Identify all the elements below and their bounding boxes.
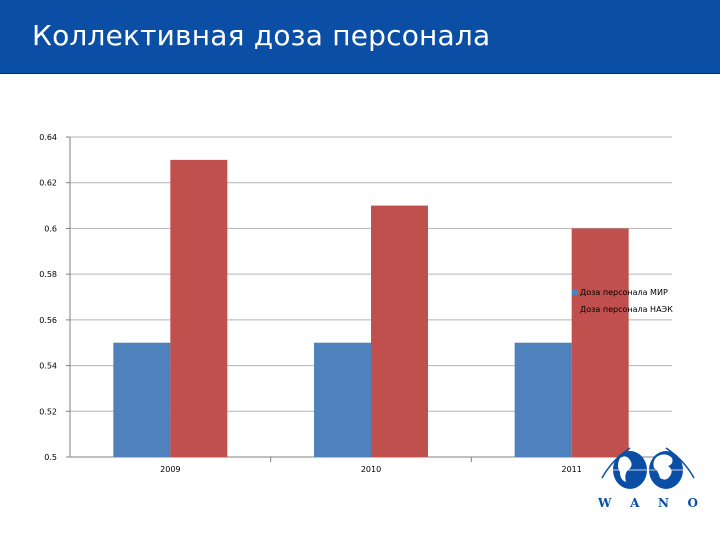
logo-letter: O [687, 496, 698, 510]
bar-2 [170, 159, 228, 457]
y-tick-label: 0.5 [44, 453, 57, 462]
bar-1 [514, 342, 572, 457]
legend-label: Доза персонала НАЭК [580, 305, 673, 314]
title-bar: Коллективная доза персонала [0, 0, 720, 74]
y-tick-label: 0.54 [39, 362, 57, 371]
y-tick-label: 0.62 [39, 179, 57, 188]
bar-1 [314, 342, 371, 457]
logo-letter: A [630, 496, 640, 510]
bar-2 [571, 228, 629, 457]
y-tick-label: 0.6 [44, 224, 57, 233]
legend-swatch [572, 289, 578, 295]
globe-icon [601, 447, 695, 489]
logo-letter: N [657, 496, 669, 510]
y-tick-label: 0.56 [39, 316, 57, 325]
x-tick-label: 2009 [160, 465, 180, 474]
y-tick-label: 0.58 [39, 270, 57, 279]
legend-label: Доза персонала МИР [580, 288, 668, 297]
bar-2 [371, 205, 428, 457]
legend-swatch [572, 306, 578, 312]
x-tick-label: 2011 [561, 465, 581, 474]
bar-1 [113, 342, 171, 457]
y-tick-label: 0.64 [39, 133, 57, 142]
logo-letters: W A N O [598, 496, 698, 510]
wano-logo: W A N O [598, 444, 698, 514]
y-tick-label: 0.52 [39, 407, 57, 416]
logo-letter: W [598, 496, 612, 510]
x-tick-label: 2010 [361, 465, 381, 474]
page-title: Коллективная доза персонала [32, 19, 491, 52]
